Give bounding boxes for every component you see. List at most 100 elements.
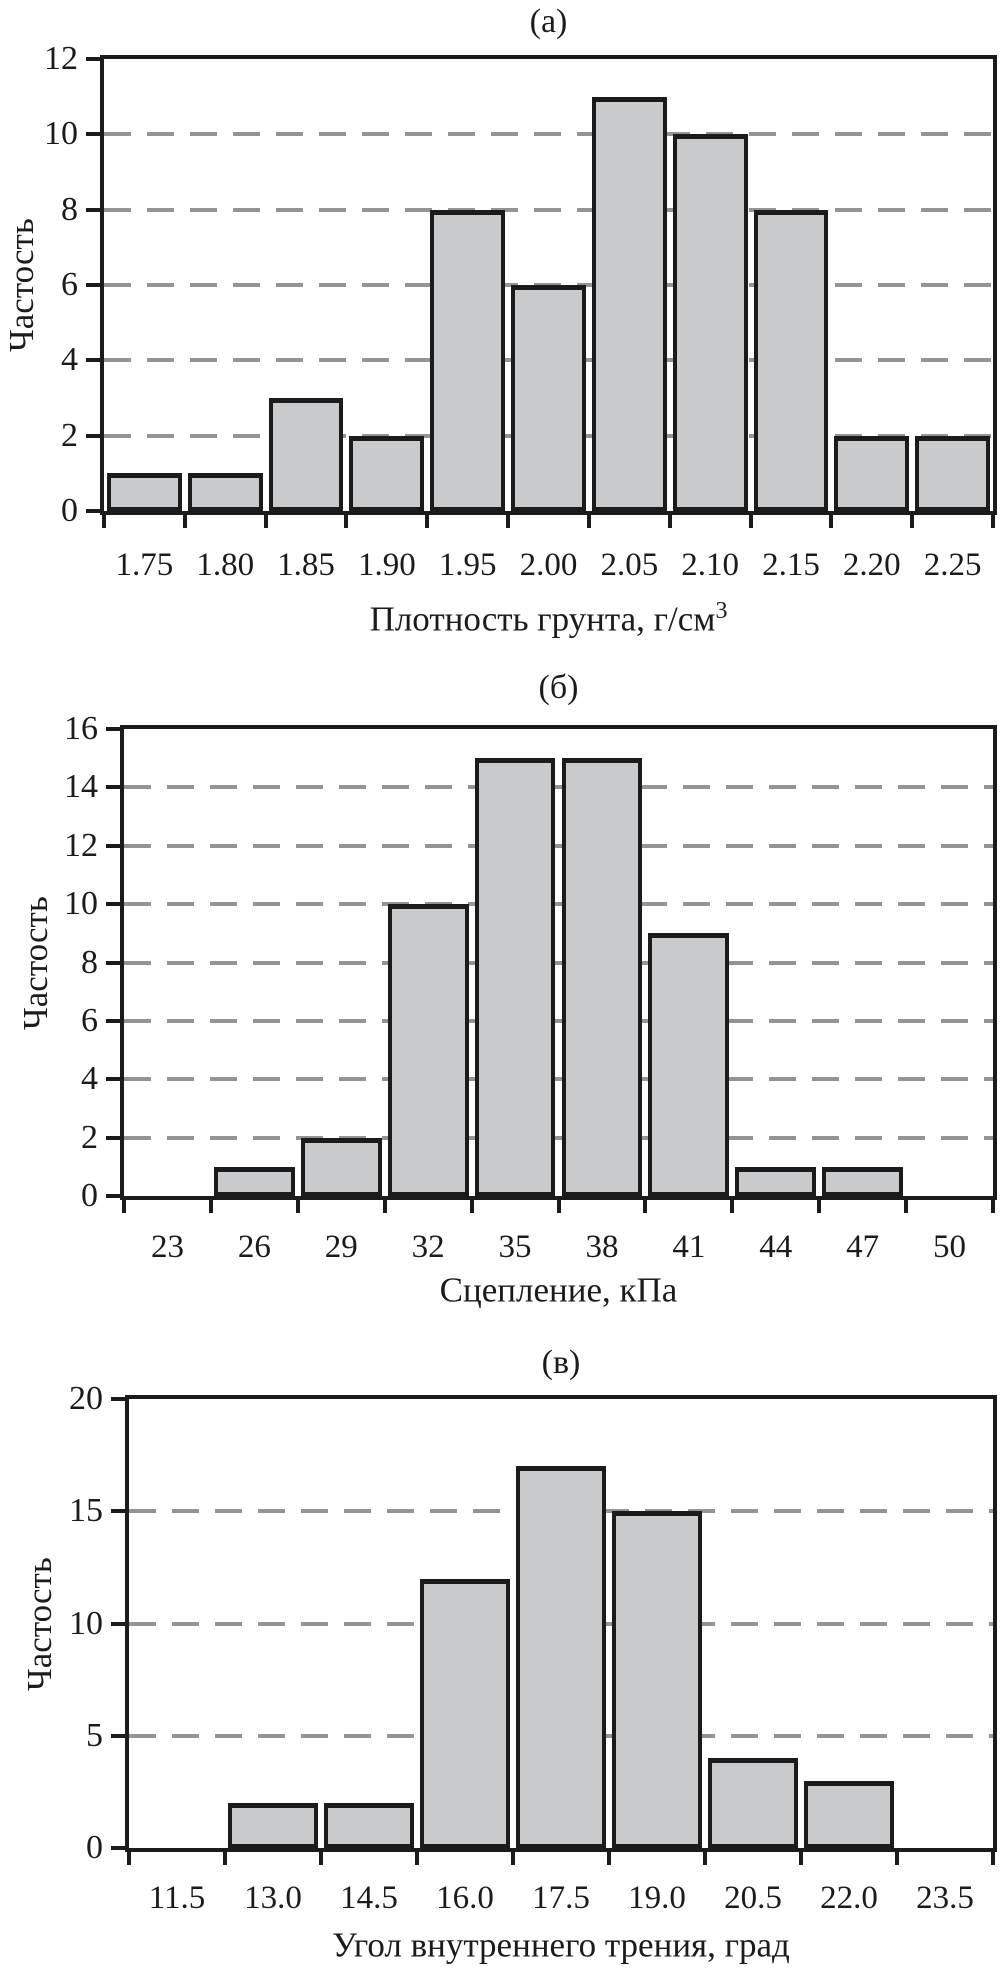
x-tick-label: 41: [672, 1229, 706, 1265]
x-tick-mark: [799, 1852, 803, 1865]
x-tick-mark: [223, 1852, 227, 1865]
plot-area: [125, 1395, 997, 1852]
y-tick-mark: [106, 1077, 120, 1082]
x-tick-mark: [991, 515, 995, 528]
x-tick-mark: [904, 1200, 909, 1213]
y-tick-label: 8: [81, 943, 98, 981]
y-tick-label: 6: [61, 266, 78, 303]
bar-44: [735, 1166, 817, 1196]
x-tick-mark: [817, 1200, 822, 1213]
y-tick-label: 2: [81, 1118, 98, 1156]
y-tick-mark: [106, 1194, 120, 1198]
y-tick-mark: [106, 960, 120, 965]
x-tick-mark: [102, 515, 106, 528]
x-tick-label: 1.90: [357, 547, 416, 583]
x-tick-label: 1.80: [196, 547, 255, 583]
chart-title: (а): [529, 3, 568, 40]
bar-26: [213, 1166, 295, 1196]
bar-1.90: [349, 435, 425, 511]
x-tick-mark: [415, 1852, 419, 1865]
x-tick-mark: [506, 515, 511, 528]
gridline-y-4: [124, 1077, 993, 1082]
x-tick-label: 2.20: [842, 547, 901, 583]
y-tick-label: 5: [86, 1716, 103, 1754]
x-tick-mark: [425, 515, 430, 528]
y-tick-label: 4: [61, 341, 78, 379]
bar-35: [474, 758, 556, 1196]
x-tick-mark: [295, 1200, 300, 1213]
x-tick-label: 35: [498, 1229, 532, 1265]
y-tick-label: 2: [61, 416, 78, 454]
bar-1.75: [107, 473, 182, 511]
gridline-y-10: [104, 132, 993, 137]
y-tick-mark: [106, 902, 120, 907]
y-tick-label: 14: [64, 768, 98, 806]
x-tick-mark: [910, 515, 915, 528]
y-tick-label: 15: [69, 1492, 103, 1530]
x-tick-label: 44: [759, 1229, 793, 1265]
x-tick-label: 23: [150, 1229, 184, 1265]
y-tick-mark: [86, 207, 100, 212]
y-tick-mark: [111, 1397, 125, 1401]
bar-2.00: [511, 285, 586, 511]
gridline-y-8: [124, 960, 993, 965]
x-tick-label: 2.25: [923, 547, 982, 583]
bar-1.80: [187, 473, 263, 511]
gridline-y-2: [124, 1135, 993, 1140]
x-tick-label: 17.5: [532, 1880, 590, 1916]
bar-2.25: [915, 435, 990, 511]
x-tick-mark: [122, 1200, 126, 1213]
bar-38: [561, 758, 643, 1196]
y-tick-mark: [86, 57, 100, 61]
bar-16.0: [420, 1578, 510, 1848]
x-axis-label: Сцепление, кПа: [120, 1269, 997, 1310]
x-axis-label-text: Угол внутреннего трения, град: [332, 1925, 790, 1965]
x-tick-mark: [182, 515, 187, 528]
x-tick-label: 29: [324, 1229, 358, 1265]
histogram-cohesion: (б) Частость Сцепление, кПа 23 26 29 32 35 38…: [0, 655, 1005, 1330]
x-tick-label: 20.5: [724, 1880, 782, 1916]
x-tick-mark: [127, 1852, 131, 1865]
y-tick-label: 10: [64, 885, 98, 923]
y-tick-label: 0: [81, 1177, 98, 1214]
y-tick-label: 20: [69, 1380, 103, 1417]
bar-2.05: [591, 96, 667, 511]
y-tick-mark: [106, 727, 120, 731]
y-tick-label: 10: [69, 1604, 103, 1642]
x-tick-mark: [829, 515, 834, 528]
bar-14.5: [324, 1803, 414, 1848]
x-axis-label-superscript: 3: [715, 598, 728, 624]
y-tick-mark: [86, 509, 100, 513]
y-tick-mark: [86, 283, 100, 287]
bar-41: [648, 933, 730, 1196]
x-tick-label: 1.95: [438, 547, 497, 583]
x-tick-mark: [263, 515, 268, 528]
x-tick-label: 1.85: [277, 547, 335, 583]
y-tick-mark: [106, 1018, 120, 1023]
plot-area: [100, 55, 997, 515]
bar-17.5: [516, 1466, 606, 1848]
chart-title: (б): [538, 669, 579, 706]
x-tick-label: 14.5: [340, 1880, 398, 1916]
x-tick-label: 32: [411, 1229, 445, 1265]
bar-1.95: [430, 209, 506, 511]
bar-19.0: [612, 1511, 702, 1848]
bar-20.5: [708, 1758, 798, 1848]
bar-22.0: [804, 1780, 894, 1848]
bar-1.85: [268, 398, 344, 511]
x-tick-label: 11.5: [148, 1880, 206, 1916]
gridline-y-8: [104, 207, 993, 212]
y-tick-mark: [86, 132, 100, 137]
y-tick-label: 12: [64, 826, 98, 864]
x-tick-mark: [643, 1200, 648, 1213]
x-tick-mark: [895, 1852, 899, 1865]
x-axis-label: Угол внутреннего трения, град: [125, 1924, 997, 1965]
x-tick-mark: [730, 1200, 735, 1213]
x-tick-mark: [344, 515, 349, 528]
x-tick-label: 1.75: [115, 547, 174, 583]
x-tick-label: 2.10: [681, 547, 739, 583]
x-tick-mark: [469, 1200, 474, 1213]
x-tick-mark: [511, 1852, 515, 1865]
x-tick-label: 47: [846, 1229, 880, 1265]
